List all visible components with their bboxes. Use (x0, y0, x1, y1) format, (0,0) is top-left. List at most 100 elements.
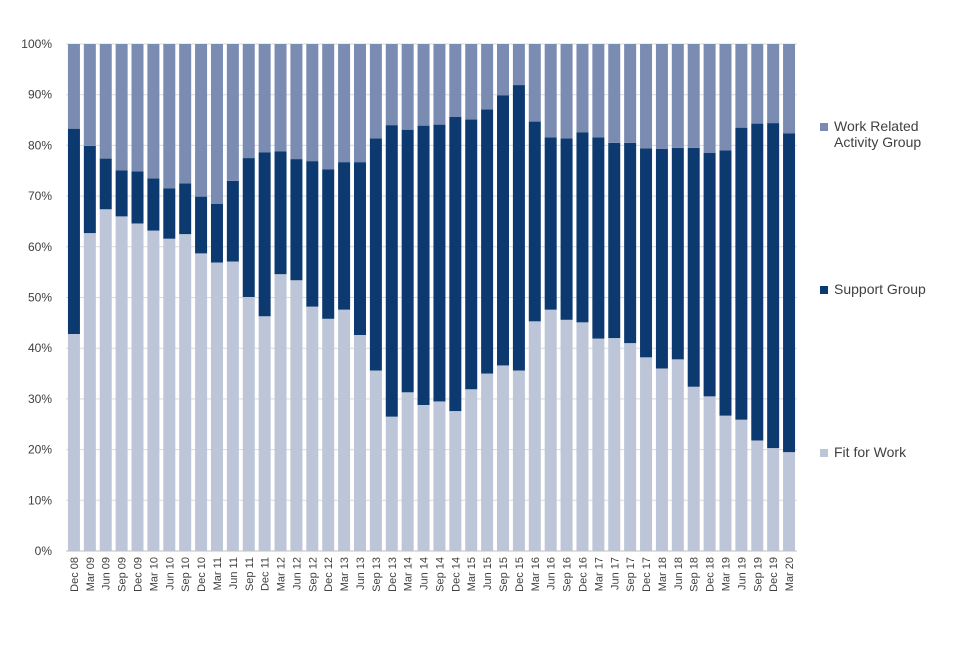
bar-support-group (290, 159, 303, 281)
bar-support-group (210, 203, 223, 263)
bar-work-related-activity-group (751, 44, 764, 124)
y-tick-label: 80% (28, 138, 52, 152)
bar-work-related-activity-group (465, 44, 478, 120)
x-tick-label: Jun 09 (101, 557, 113, 590)
bar-fit-for-work (608, 338, 621, 551)
bar-work-related-activity-group (703, 44, 716, 154)
x-tick-label: Mar 10 (148, 557, 160, 591)
bar-support-group (767, 123, 780, 449)
x-tick-label: Sep 17 (625, 557, 637, 592)
bar-work-related-activity-group (735, 44, 748, 128)
bar-fit-for-work (306, 306, 319, 551)
y-tick-label: 90% (28, 88, 52, 102)
bar-support-group (751, 123, 764, 441)
bar-work-related-activity-group (576, 44, 589, 133)
bar-work-related-activity-group (67, 44, 80, 129)
bar-support-group (465, 119, 478, 390)
bar-fit-for-work (640, 357, 653, 551)
x-tick-label: Dec 17 (641, 557, 653, 592)
x-tick-label: Sep 19 (752, 557, 764, 592)
bar-work-related-activity-group (242, 44, 255, 159)
bar-fit-for-work (719, 415, 732, 551)
bar-fit-for-work (528, 321, 541, 551)
bar-fit-for-work (274, 274, 287, 551)
x-tick-label: Dec 15 (514, 557, 526, 592)
bar-work-related-activity-group (767, 44, 780, 124)
bar-support-group (640, 148, 653, 358)
x-tick-label: Dec 14 (450, 557, 462, 592)
bar-support-group (528, 121, 541, 322)
x-tick-label: Mar 19 (720, 557, 732, 591)
bar-work-related-activity-group (544, 44, 557, 138)
bar-fit-for-work (735, 419, 748, 551)
legend-item-fit-for-work: Fit for Work (820, 444, 955, 460)
bar-fit-for-work (703, 396, 716, 551)
legend-label-support-group: Support Group (834, 281, 926, 297)
bar-fit-for-work (83, 233, 96, 551)
bar-fit-for-work (290, 280, 303, 551)
bar-support-group (306, 161, 319, 307)
x-tick-label: Dec 13 (387, 557, 399, 592)
bar-fit-for-work (322, 318, 335, 551)
x-tick-label: Jun 13 (355, 557, 367, 590)
x-tick-label: Jun 14 (419, 557, 431, 590)
bar-fit-for-work (67, 334, 80, 551)
x-tick-label: Sep 09 (117, 557, 129, 592)
bar-work-related-activity-group (433, 44, 446, 125)
bar-work-related-activity-group (512, 44, 525, 86)
bar-support-group (226, 180, 239, 262)
y-tick-label: 60% (28, 240, 52, 254)
legend-swatch-fit-for-work (820, 449, 828, 457)
x-tick-label: Dec 18 (705, 557, 717, 592)
x-tick-label: Sep 14 (434, 557, 446, 592)
bar-support-group (99, 158, 112, 210)
x-tick-label: Jun 16 (546, 557, 558, 590)
x-tick-label: Mar 17 (593, 557, 605, 591)
bar-support-group (671, 147, 684, 360)
y-tick-label: 70% (28, 189, 52, 203)
bar-work-related-activity-group (719, 44, 732, 151)
bar-fit-for-work (195, 253, 208, 552)
bar-fit-for-work (163, 238, 176, 552)
bar-fit-for-work (751, 440, 764, 551)
bar-fit-for-work (179, 234, 192, 551)
bar-work-related-activity-group (608, 44, 621, 143)
bar-work-related-activity-group (687, 44, 700, 148)
bar-support-group (417, 125, 430, 405)
bar-support-group (449, 117, 462, 412)
x-tick-label: Jun 18 (673, 557, 685, 590)
x-tick-label: Mar 15 (466, 557, 478, 591)
bar-support-group (719, 150, 732, 416)
bar-fit-for-work (353, 335, 366, 551)
bar-fit-for-work (401, 392, 414, 551)
x-tick-label: Mar 16 (530, 557, 542, 591)
bar-support-group (703, 153, 716, 397)
bar-support-group (655, 148, 668, 369)
bar-work-related-activity-group (115, 44, 128, 171)
y-tick-label: 0% (35, 544, 53, 558)
bar-support-group (83, 145, 96, 234)
bar-support-group (322, 169, 335, 319)
x-tick-label: Mar 11 (212, 557, 224, 590)
y-tick-label: 50% (28, 291, 52, 305)
bar-work-related-activity-group (338, 44, 351, 163)
x-tick-label: Sep 13 (371, 557, 383, 592)
bar-work-related-activity-group (560, 44, 573, 139)
x-tick-label: Jun 10 (164, 557, 176, 590)
y-tick-label: 40% (28, 341, 52, 355)
bar-support-group (147, 178, 160, 231)
bar-work-related-activity-group (417, 44, 430, 126)
x-tick-label: Mar 13 (339, 557, 351, 591)
x-tick-label: Sep 11 (244, 557, 256, 591)
bar-fit-for-work (592, 338, 605, 551)
bar-fit-for-work (465, 389, 478, 551)
bar-work-related-activity-group (322, 44, 335, 170)
bar-support-group (560, 138, 573, 320)
bar-work-related-activity-group (147, 44, 160, 179)
bar-work-related-activity-group (274, 44, 287, 152)
y-tick-label: 100% (21, 37, 52, 51)
bar-fit-for-work (497, 365, 510, 551)
bar-fit-for-work (115, 216, 128, 551)
